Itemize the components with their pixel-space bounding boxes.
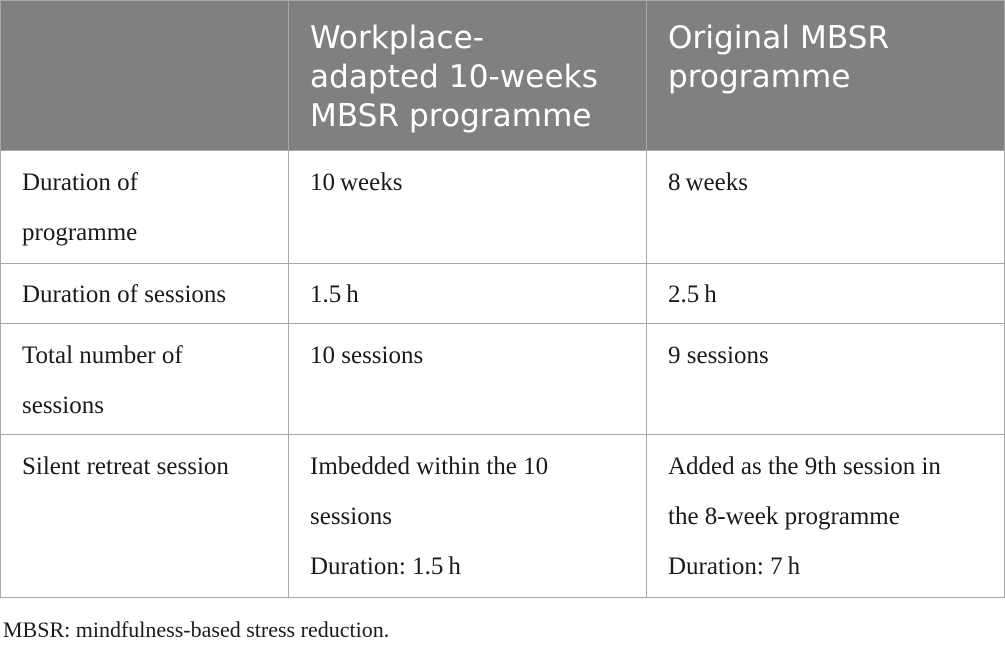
header-line: adapted 10-weeks (310, 59, 598, 95)
cell-line: 9 sessions (668, 342, 769, 369)
header-line: Original MBSR (668, 20, 890, 56)
cell-line: 8 weeks (668, 169, 748, 196)
table-row: Silent retreat session Imbedded within t… (0, 434, 1005, 598)
header-line: Workplace- (310, 20, 485, 56)
table-header-row: Workplace- adapted 10-weeks MBSR program… (0, 0, 1005, 151)
cell-line: Total number of (22, 342, 183, 369)
workplace-value-cell: 1.5 h (288, 263, 647, 324)
header-line: programme (668, 59, 851, 95)
row-label-cell: Duration of sessions (0, 263, 289, 324)
original-value-cell: 9 sessions (646, 323, 1005, 435)
table-row: Total number of sessions 10 sessions 9 s… (0, 323, 1005, 435)
workplace-value-cell: Imbedded within the 10 sessions Duration… (288, 434, 647, 598)
header-line: MBSR programme (310, 98, 592, 134)
cell-line: Imbedded within the 10 (310, 453, 549, 480)
header-cell-empty (0, 0, 289, 151)
workplace-value-cell: 10 sessions (288, 323, 647, 435)
cell-line: 10 weeks (310, 169, 403, 196)
cell-line: Silent retreat session (22, 453, 229, 480)
cell-line: 2.5 h (668, 281, 717, 308)
row-label-cell: Duration of programme (0, 150, 289, 264)
header-cell-original: Original MBSR programme (646, 0, 1005, 151)
original-value-cell: 2.5 h (646, 263, 1005, 324)
original-value-cell: 8 weeks (646, 150, 1005, 264)
cell-line: Duration: 1.5 h (310, 553, 461, 580)
cell-line: Added as the 9th session in (668, 453, 941, 480)
workplace-value-cell: 10 weeks (288, 150, 647, 264)
table-row: Duration of sessions 1.5 h 2.5 h (0, 263, 1005, 324)
original-value-cell: Added as the 9th session in the 8-week p… (646, 434, 1005, 598)
row-label-cell: Total number of sessions (0, 323, 289, 435)
header-cell-workplace: Workplace- adapted 10-weeks MBSR program… (288, 0, 647, 151)
cell-line: 1.5 h (310, 281, 359, 308)
cell-line: programme (22, 219, 138, 246)
cell-line: sessions (22, 392, 104, 419)
comparison-table: Workplace- adapted 10-weeks MBSR program… (0, 0, 1005, 598)
cell-line: Duration: 7 h (668, 553, 801, 580)
row-label-cell: Silent retreat session (0, 434, 289, 598)
cell-line: sessions (310, 503, 392, 530)
cell-line: the 8-week programme (668, 503, 900, 530)
cell-line: 10 sessions (310, 342, 424, 369)
cell-line: Duration of sessions (22, 281, 227, 308)
table-row: Duration of programme 10 weeks 8 weeks (0, 150, 1005, 264)
table-footnote: MBSR: mindfulness-based stress reduction… (3, 617, 390, 642)
cell-line: Duration of (22, 169, 138, 196)
